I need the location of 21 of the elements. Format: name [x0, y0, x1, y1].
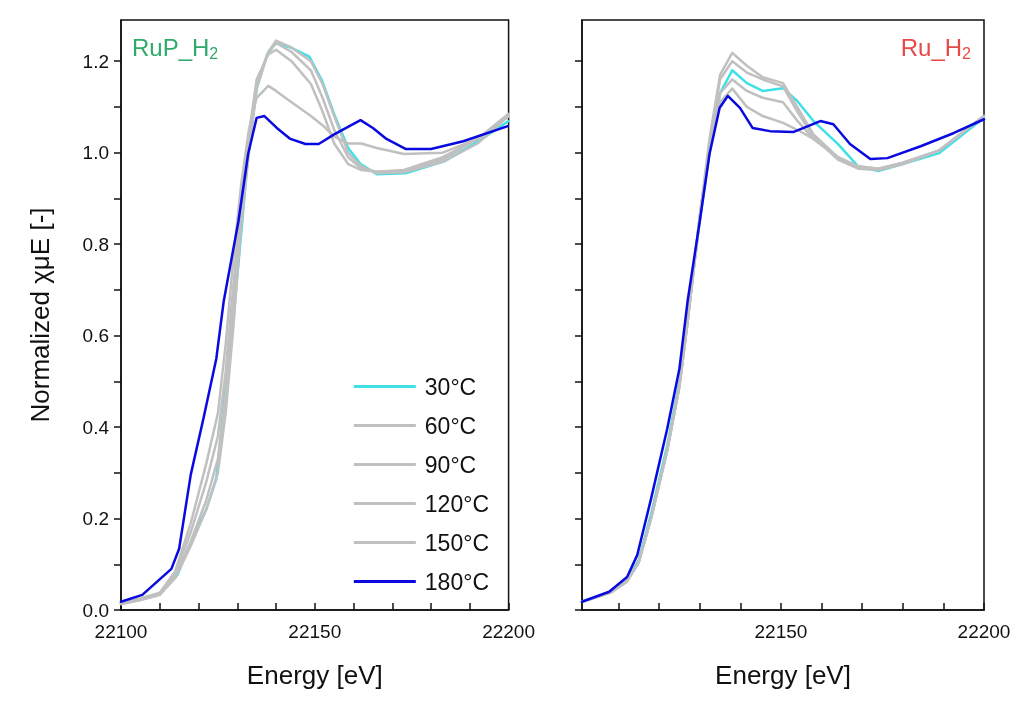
y-axis-title: Normalized χμE [-]: [25, 207, 55, 423]
legend-label: 90°C: [424, 451, 477, 478]
x-tick-label: 22150: [754, 621, 808, 642]
legend-label: 60°C: [424, 412, 477, 439]
y-tick-label: 0.8: [82, 233, 109, 255]
y-tick-label: 0.4: [82, 416, 110, 438]
x-axis-title: Energy [eV]: [715, 660, 851, 690]
legend-label: 180°C: [424, 568, 490, 595]
y-tick-label: 0.6: [82, 325, 109, 347]
x-tick-label: 22100: [94, 621, 148, 642]
x-axis-title: Energy [eV]: [246, 660, 383, 690]
x-tick-label: 22150: [288, 621, 342, 642]
x-tick-label: 22200: [482, 621, 535, 642]
x-tick-label: 22200: [957, 621, 1011, 642]
y-tick-label: 0.0: [82, 599, 109, 621]
legend-label: 30°C: [424, 373, 477, 400]
y-tick-label: 0.2: [82, 508, 109, 530]
y-tick-label: 1.0: [82, 142, 109, 164]
legend-label: 150°C: [424, 529, 490, 556]
y-tick-label: 1.2: [82, 50, 109, 72]
legend-label: 120°C: [424, 490, 490, 517]
